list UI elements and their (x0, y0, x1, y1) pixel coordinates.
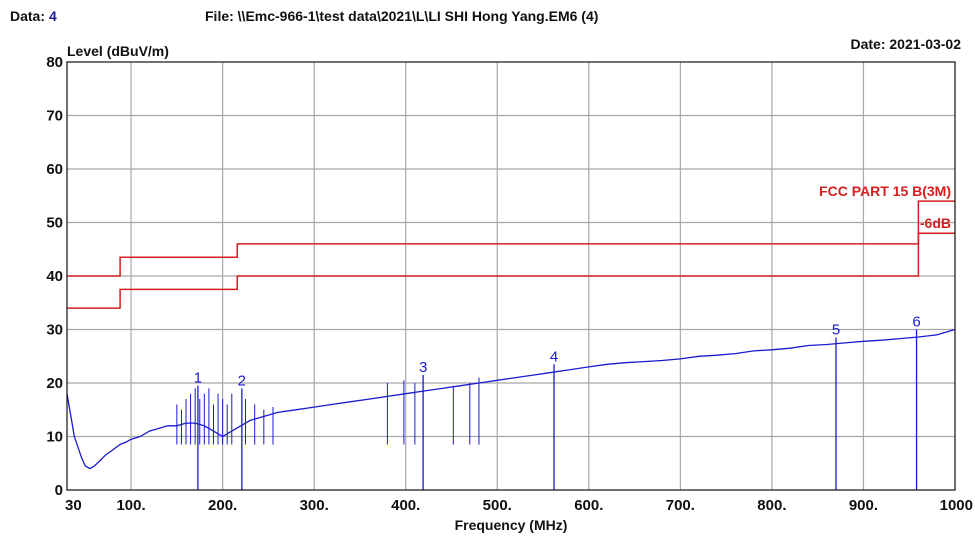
marker-label-5: 5 (832, 322, 840, 339)
y-tick-label: 20 (46, 375, 63, 392)
trace-lines (66, 328, 956, 470)
limit-label: FCC PART 15 B(3M) (819, 183, 951, 199)
x-tick-label: 300. (300, 497, 329, 514)
marker-label-1: 1 (194, 370, 202, 387)
limit-line-1 (67, 232, 955, 309)
x-tick-label: 1000 (940, 497, 973, 514)
y-tick-label: 0 (55, 482, 63, 499)
y-tick-label: 40 (46, 268, 63, 285)
plot-frame (66, 61, 956, 491)
x-tick-label: 800. (757, 497, 786, 514)
y-tick-label: 10 (46, 429, 63, 446)
x-tick-label: 100. (116, 497, 145, 514)
x-tick-label: 600. (574, 497, 603, 514)
trace-line-0 (66, 328, 956, 470)
x-tick-label: 30 (65, 497, 82, 514)
data-number: Data: 4 (10, 8, 57, 24)
y-tick-label: 60 (46, 161, 63, 178)
margin-label: -6dB (920, 215, 951, 231)
x-tick-label: 200. (208, 497, 237, 514)
grid (67, 62, 955, 490)
y-ticks: 0 10 20 30 40 50 60 70 80 (46, 54, 63, 499)
x-axis-label: Frequency (MHz) (455, 517, 568, 533)
y-tick-label: 70 (46, 108, 63, 125)
y-tick-label: 80 (46, 54, 63, 71)
x-tick-label: 400. (391, 497, 420, 514)
x-tick-label: 500. (483, 497, 512, 514)
limit-lines (67, 200, 955, 309)
marker-label-3: 3 (419, 359, 427, 376)
file-path: File: \\Emc-966-1\test data\2021\L\LI SH… (205, 8, 599, 24)
limit-line-0 (67, 200, 955, 277)
marker-label-2: 2 (238, 372, 246, 389)
x-ticks: 30 100. 200. 300. 400. 500. 600. 700. 800. 900. 10… (65, 497, 973, 514)
y-tick-label: 50 (46, 215, 63, 232)
x-tick-label: 700. (666, 497, 695, 514)
spur-lines (176, 377, 480, 445)
marker-label-4: 4 (550, 348, 558, 365)
markers: 1 2 3 4 5 6 (194, 314, 921, 490)
y-tick-label: 30 (46, 322, 63, 339)
data-label: Data: (10, 8, 46, 24)
x-tick-label: 900. (849, 497, 878, 514)
data-value: 4 (49, 8, 57, 24)
marker-label-6: 6 (912, 314, 920, 331)
limit-labels: FCC PART 15 B(3M) -6dB (819, 183, 951, 231)
test-date: Date: 2021-03-02 (850, 36, 961, 52)
y-axis-label: Level (dBuV/m) (67, 43, 169, 59)
